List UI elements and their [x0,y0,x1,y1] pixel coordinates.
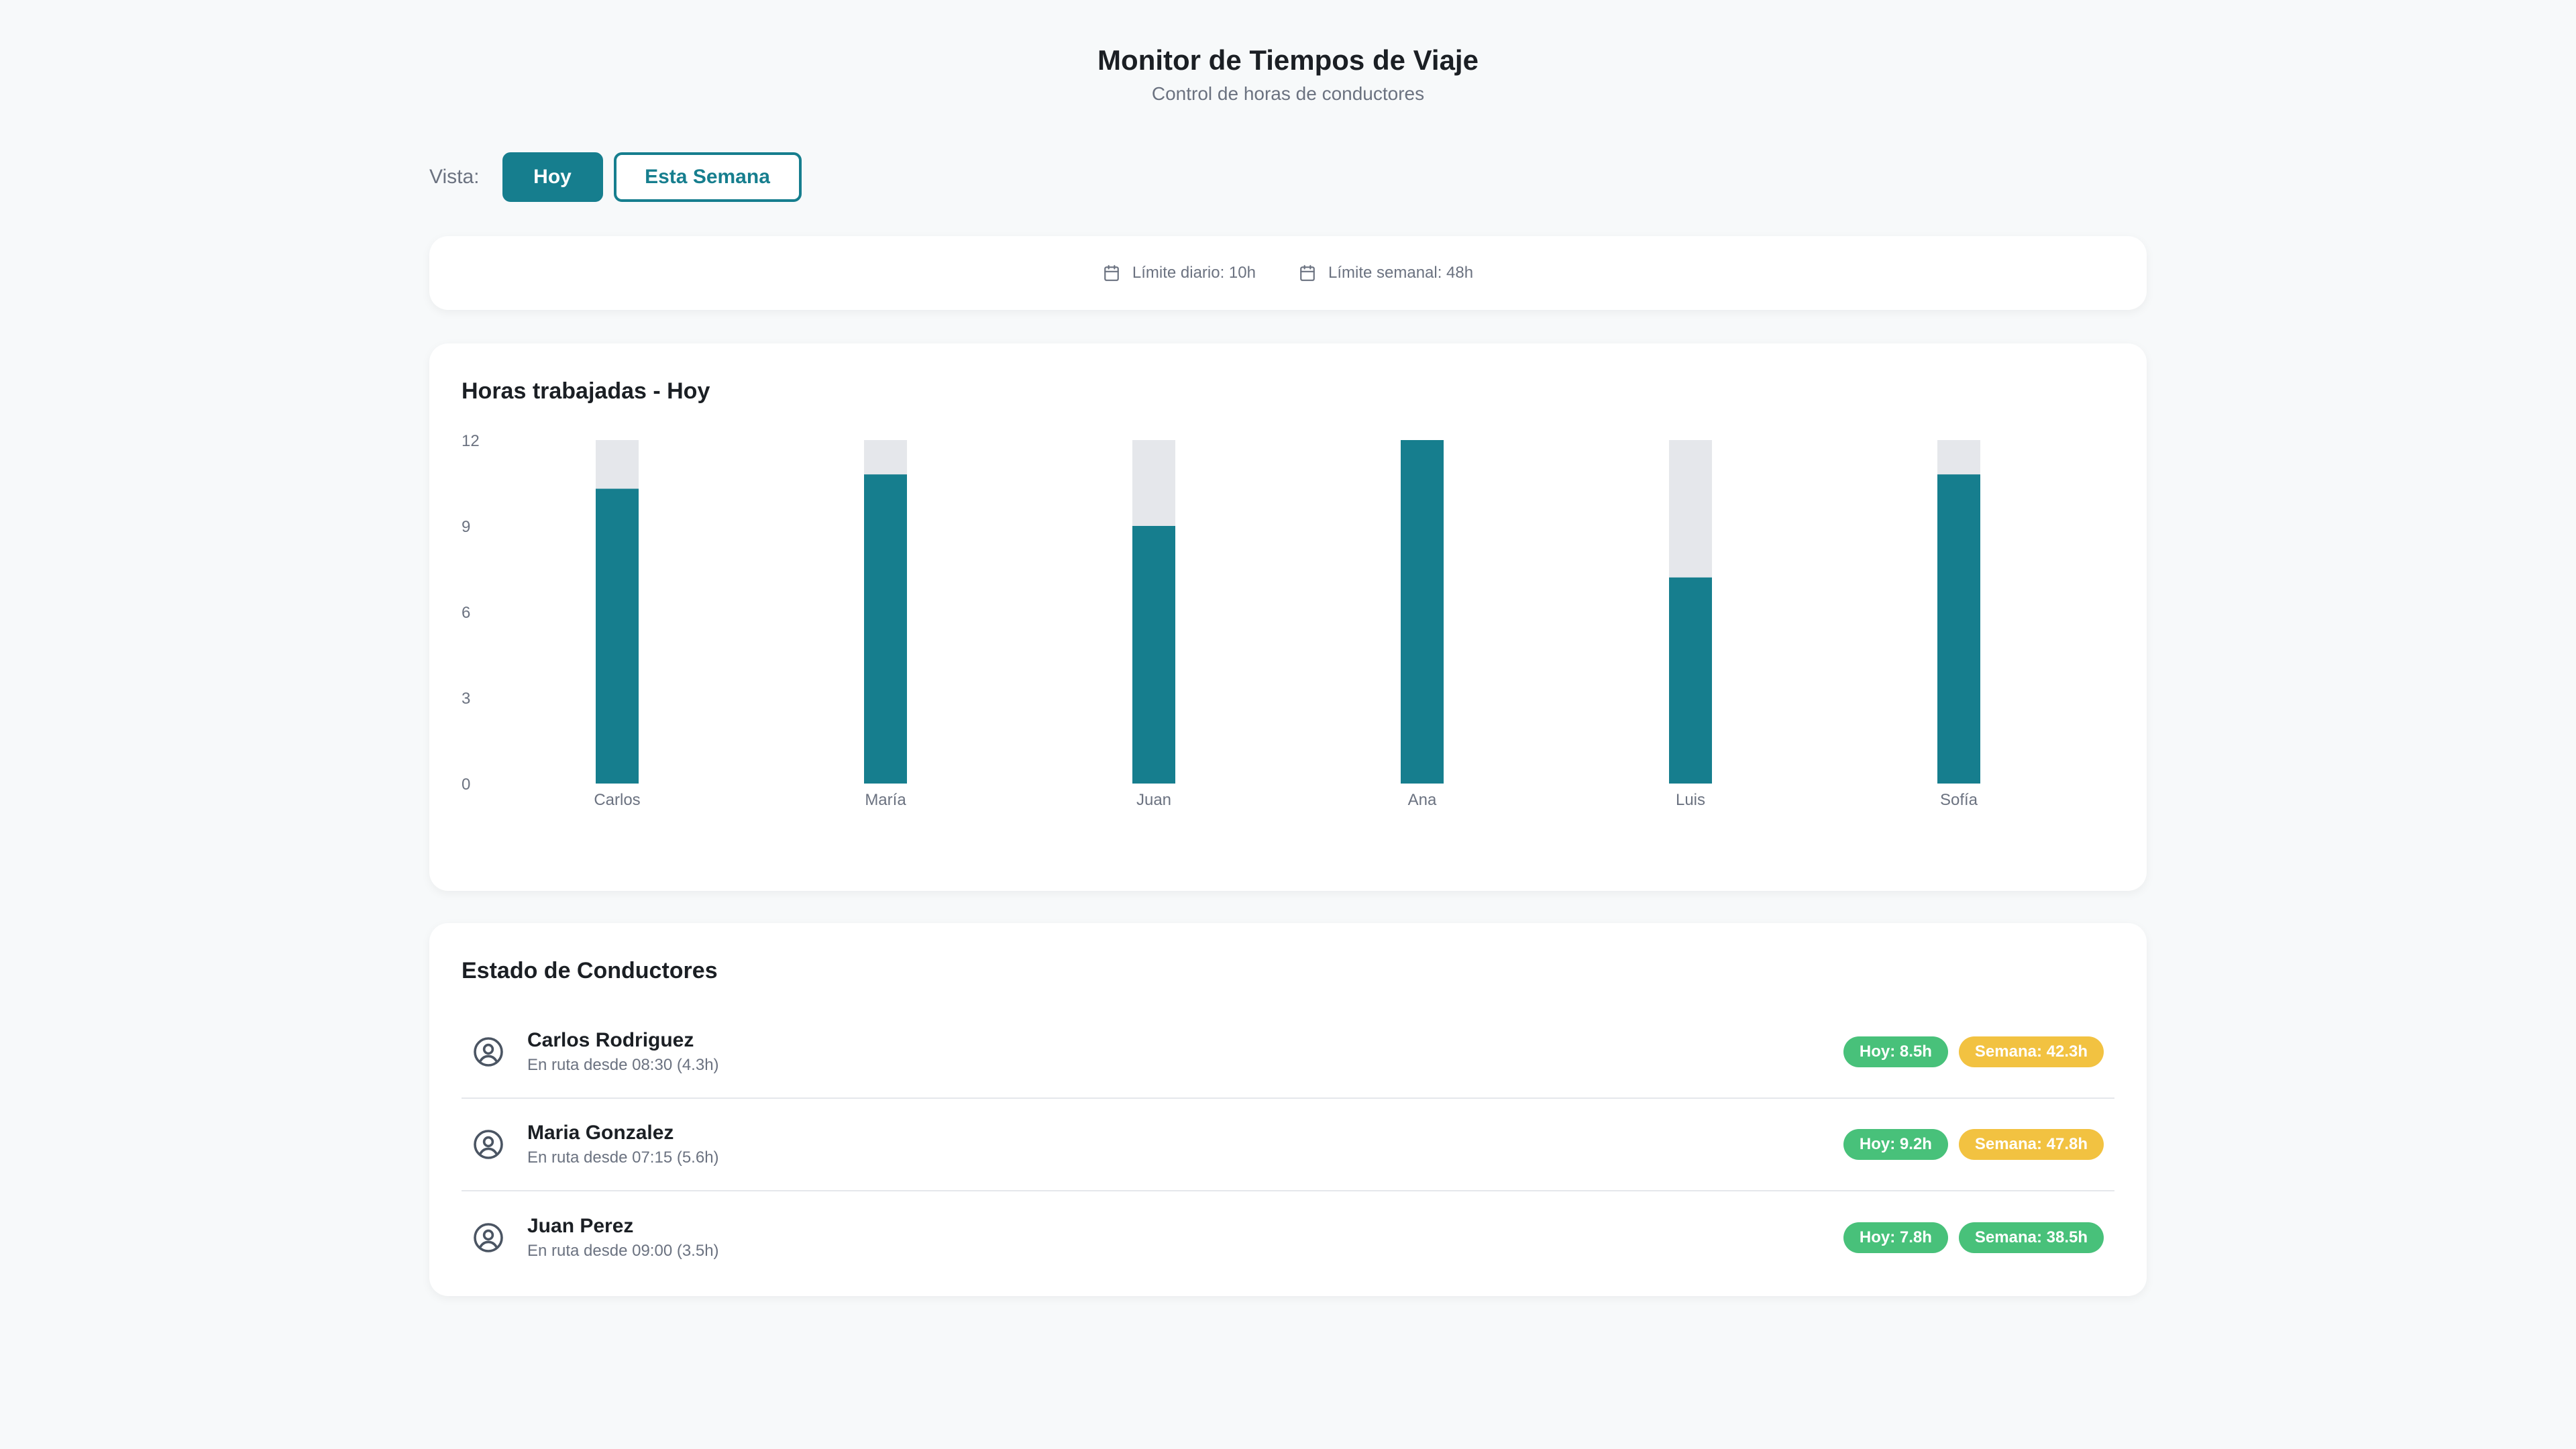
bar-group: Carlos [594,440,641,809]
user-circle-icon [474,1130,503,1159]
bar[interactable] [1401,440,1444,784]
driver-name: Juan Perez [527,1215,634,1237]
y-tick-label: 0 [462,775,470,794]
bar[interactable] [1937,474,1980,784]
hours-chart: 0 3 6 9 12 Carlos María Juan Ana Luis Sofía [462,432,1980,809]
daily-limit-text: Límite diario: 10h [1132,264,1256,282]
bar[interactable] [1669,577,1712,784]
driver-row[interactable]: Carlos Rodriguez En ruta desde 08:30 (4.… [462,1006,2114,1099]
driver-name: Carlos Rodriguez [527,1029,694,1051]
drivers-card: Estado de Conductores Carlos Rodriguez E… [429,923,2147,1296]
x-tick-label: Carlos [594,791,640,809]
bar-group: Sofía [1937,440,1980,809]
user-circle-icon [474,1223,503,1252]
bar[interactable] [864,474,907,784]
driver-route: En ruta desde 07:15 (5.6h) [527,1148,719,1167]
weekly-limit: Límite semanal: 48h [1299,264,1473,282]
driver-row[interactable]: Juan Perez En ruta desde 09:00 (3.5h) Ho… [462,1191,2114,1284]
view-label: Vista: [429,166,480,188]
driver-info: Juan Perez En ruta desde 09:00 (3.5h) [527,1215,719,1260]
view-week-button[interactable]: Esta Semana [613,152,802,202]
y-tick-label: 3 [462,690,470,708]
driver-info: Carlos Rodriguez En ruta desde 08:30 (4.… [527,1029,719,1075]
view-toggle: Vista: Hoy Esta Semana [429,150,802,204]
driver-badges: Hoy: 7.8h Semana: 38.5h [1843,1222,2104,1253]
drivers-title: Estado de Conductores [462,958,718,983]
x-tick-label: Juan [1136,791,1171,809]
y-tick-label: 9 [462,518,470,536]
driver-route: En ruta desde 08:30 (4.3h) [527,1056,719,1074]
y-tick-label: 12 [462,432,480,450]
chart-card: Horas trabajadas - Hoy 0 3 6 9 12 Carlos María… [429,343,2147,891]
bar[interactable] [596,488,639,784]
bar-group: Juan [1132,440,1175,809]
driver-badges: Hoy: 9.2h Semana: 47.8h [1843,1129,2104,1160]
driver-info: Maria Gonzalez En ruta desde 07:15 (5.6h… [527,1122,719,1167]
limits-card: Límite diario: 10h Límite semanal: 48h [429,236,2147,310]
week-hours-badge: Semana: 38.5h [1958,1222,2104,1253]
x-tick-label: María [865,791,906,809]
view-today-button[interactable]: Hoy [502,152,603,202]
bar-group: Luis [1669,440,1712,809]
x-tick-label: Luis [1676,791,1705,809]
driver-row[interactable]: Maria Gonzalez En ruta desde 07:15 (5.6h… [462,1099,2114,1191]
page-title: Monitor de Tiempos de Viaje [1097,44,1479,76]
week-hours-badge: Semana: 42.3h [1958,1036,2104,1067]
daily-limit: Límite diario: 10h [1103,264,1256,282]
y-tick-label: 6 [462,604,470,622]
bar-group: Ana [1401,440,1444,809]
weekly-limit-text: Límite semanal: 48h [1328,264,1474,282]
x-tick-label: Ana [1408,791,1437,809]
calendar-icon [1104,265,1119,281]
driver-name: Maria Gonzalez [527,1122,674,1144]
today-hours-badge: Hoy: 8.5h [1843,1036,1948,1067]
week-hours-badge: Semana: 47.8h [1958,1129,2104,1160]
driver-badges: Hoy: 8.5h Semana: 42.3h [1843,1036,2104,1067]
bar-group: María [864,440,907,809]
x-tick-label: Sofía [1940,791,1978,809]
calendar-icon [1300,265,1315,281]
bar[interactable] [1132,526,1175,784]
today-hours-badge: Hoy: 7.8h [1843,1222,1948,1253]
limits-row: Límite diario: 10h Límite semanal: 48h [429,236,2147,310]
driver-route: En ruta desde 09:00 (3.5h) [527,1242,719,1260]
chart-title: Horas trabajadas - Hoy [462,378,710,404]
page-subtitle: Control de horas de conductores [1151,83,1425,104]
user-circle-icon [474,1037,503,1067]
today-hours-badge: Hoy: 9.2h [1843,1129,1948,1160]
